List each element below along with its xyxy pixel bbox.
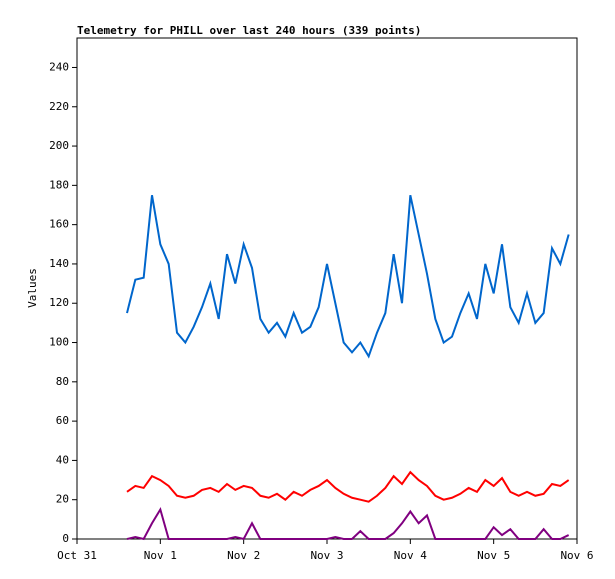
series-line	[126, 470, 570, 503]
x-tick-label: Nov 5	[477, 549, 510, 562]
x-tick-label: Oct 31	[57, 549, 97, 562]
x-tick-label: Nov 4	[394, 549, 427, 562]
plot-frame	[76, 37, 578, 540]
y-tick-label: 60	[56, 414, 69, 427]
chart-title: Telemetry for PHILL over last 240 hours …	[77, 24, 421, 37]
y-tick-label: 80	[56, 375, 69, 388]
series-line	[126, 507, 570, 541]
x-tick-label: Nov 2	[227, 549, 260, 562]
y-tick-label: 120	[49, 296, 69, 309]
y-tick-label: 200	[49, 139, 69, 152]
x-tick-label: Nov 1	[144, 549, 177, 562]
y-tick-label: 40	[56, 453, 69, 466]
series-line	[126, 194, 570, 359]
y-tick-label: 180	[49, 178, 69, 191]
y-tick-label: 100	[49, 336, 69, 349]
y-tick-label: 240	[49, 60, 69, 73]
x-tick-label: Nov 3	[310, 549, 343, 562]
x-tick-label: Nov 6	[560, 549, 593, 562]
y-axis-label: Values	[26, 268, 39, 308]
y-tick-label: 0	[62, 532, 69, 545]
y-tick-label: 160	[49, 218, 69, 231]
y-tick-label: 20	[56, 493, 69, 506]
y-tick-label: 220	[49, 100, 69, 113]
y-tick-label: 140	[49, 257, 69, 270]
